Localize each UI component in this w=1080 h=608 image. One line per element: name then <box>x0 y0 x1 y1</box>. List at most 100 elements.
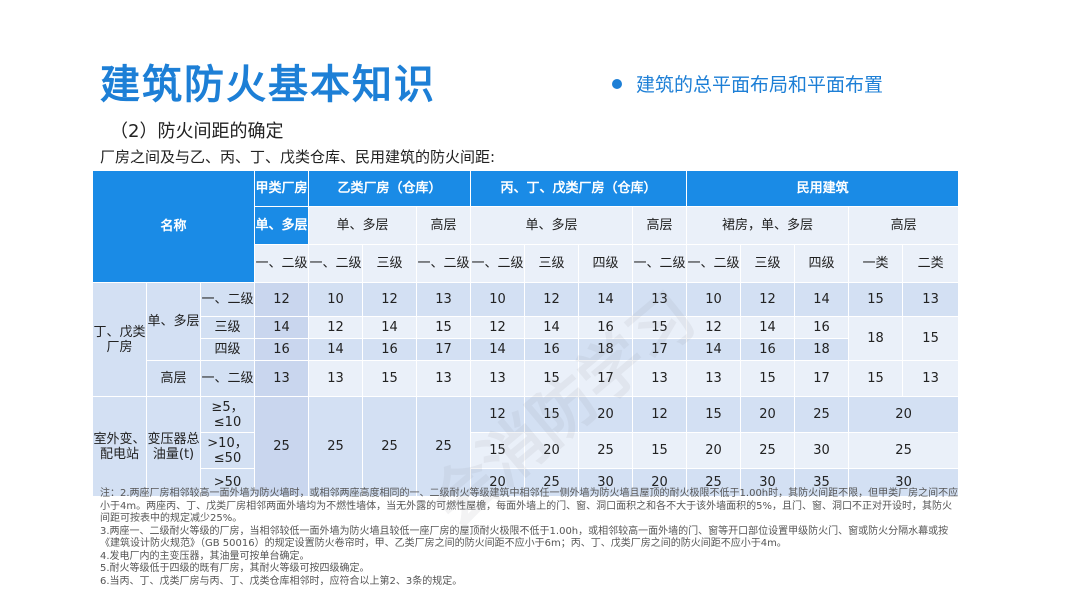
value-cell: 12 <box>362 282 418 317</box>
value-cell: 15 <box>848 282 904 317</box>
table-row: 高层 一、二级 13 13 15 13 13 15 17 13 13 15 17… <box>93 360 960 397</box>
table-row: >50 20 25 30 20 25 30 35 30 <box>93 468 960 497</box>
value-cell-merged: 25 <box>416 396 472 497</box>
value-cell: 15 <box>416 316 472 339</box>
grade-cell: 一、二级 <box>254 244 310 283</box>
grade-cell: 四级 <box>578 244 634 283</box>
sub-yi-dan: 单、多层 <box>308 206 418 245</box>
value-cell: 20 <box>632 468 688 497</box>
value-cell: 14 <box>470 338 526 361</box>
value-cell: 20 <box>740 396 796 433</box>
table-row: 三级 14 12 14 15 12 14 16 15 12 14 16 18 1… <box>93 316 960 361</box>
subtitle: （2）防火间距的确定 <box>110 121 284 142</box>
grade-cell: 三级 <box>740 244 796 283</box>
value-cell: 30 <box>740 468 796 497</box>
row-grade: 四级 <box>199 338 256 361</box>
bullet-dot-icon <box>612 78 622 89</box>
row-transformer: 变压器总油量(t) <box>146 396 201 497</box>
row-oil-range: >50 <box>199 468 256 497</box>
header-min: 民用建筑 <box>686 170 960 207</box>
value-cell: 25 <box>794 396 850 433</box>
table-row: 丁、戊类厂房 单、多层 一、二级 12 10 12 13 10 12 14 13… <box>92 282 960 397</box>
value-cell: 10 <box>686 282 742 317</box>
fire-distance-table: 名称 甲类厂房 乙类厂房（仓库） 丙、丁、戊类厂房（仓库） 民用建筑 单、多层 … <box>91 170 960 497</box>
value-cell: 14 <box>254 316 310 339</box>
value-cell: 15 <box>524 360 580 397</box>
row-gao: 高层 <box>146 360 201 397</box>
sub-bing-dan: 单、多层 <box>470 206 634 245</box>
value-cell: 13 <box>470 360 526 397</box>
row-station: 室外变、配电站 <box>92 396 147 497</box>
row-oil-range: ≥5，≤10 <box>199 396 256 433</box>
row-oil-range: >10，≤50 <box>199 432 256 469</box>
header-bing: 丙、丁、戊类厂房（仓库） <box>470 170 688 207</box>
row-grade: 一、二级 <box>199 360 256 397</box>
value-cell: 15 <box>686 396 742 433</box>
value-cell: 12 <box>632 396 688 433</box>
note-item: 6.当丙、丁、戊类厂房与丙、丁、戊类仓库相邻时，应符合以上第2、3条的规定。 <box>100 575 463 587</box>
value-cell: 15 <box>470 432 526 469</box>
value-cell: 12 <box>470 316 526 339</box>
note-item: 4.发电厂内的主变压器，其油量可按单台确定。 <box>100 550 310 562</box>
value-cell: 13 <box>254 360 310 397</box>
value-cell: 30 <box>794 432 850 469</box>
sub-jia-dan: 单、多层 <box>254 206 310 245</box>
value-cell: 14 <box>740 316 796 339</box>
table-row: 四级 16 14 16 17 14 16 18 17 14 16 18 <box>93 338 959 361</box>
grade-cell: 二类 <box>902 244 960 283</box>
value-cell: 35 <box>794 468 850 497</box>
sub-min-gao: 高层 <box>848 206 960 245</box>
value-cell: 15 <box>524 396 580 433</box>
value-cell: 16 <box>794 316 850 339</box>
note-item: 3.两座一、二级耐火等级的厂房，当相邻较低一面外墙为防火墙且较低一座厂房的屋顶耐… <box>100 525 949 550</box>
value-cell-merged: 15 <box>902 316 960 361</box>
value-cell: 13 <box>902 360 960 397</box>
value-cell: 18 <box>794 338 850 361</box>
value-cell: 12 <box>524 282 580 317</box>
header-yi: 乙类厂房（仓库） <box>308 170 472 207</box>
value-cell: 17 <box>578 360 634 397</box>
value-cell: 17 <box>632 338 688 361</box>
sub-yi-gao: 高层 <box>416 206 472 245</box>
value-cell-merged: 25 <box>848 432 960 469</box>
value-cell: 20 <box>578 396 634 433</box>
value-cell: 15 <box>740 360 796 397</box>
page-title: 建筑防火基本知识 <box>100 62 436 108</box>
grade-cell: 四级 <box>794 244 850 283</box>
value-cell-merged: 25 <box>254 396 310 497</box>
value-cell: 14 <box>794 282 850 317</box>
header-jia: 甲类厂房 <box>254 170 310 207</box>
value-cell: 25 <box>686 468 742 497</box>
value-cell-merged: 30 <box>848 468 960 497</box>
grade-row: 一、二级 一、二级 三级 一、二级 一、二级 三级 四级 一、二级 一、二级 三… <box>93 244 960 283</box>
value-cell: 25 <box>578 432 634 469</box>
grade-cell: 一、二级 <box>686 244 742 283</box>
value-cell-merged: 20 <box>848 396 960 433</box>
section-label: 建筑的总平面布局和平面布置 <box>636 74 884 96</box>
table-row: >10，≤50 15 20 25 15 20 25 30 25 <box>93 432 960 469</box>
value-cell: 16 <box>524 338 580 361</box>
grade-cell: 一、二级 <box>416 244 472 283</box>
value-cell: 16 <box>362 338 418 361</box>
sub-min-qun: 裙房，单、多层 <box>686 206 850 245</box>
value-cell: 12 <box>740 282 796 317</box>
value-cell: 13 <box>632 282 688 317</box>
value-cell: 14 <box>308 338 364 361</box>
grade-cell: 一、二级 <box>632 244 688 283</box>
value-cell: 16 <box>740 338 796 361</box>
header-name: 名称 <box>91 170 256 283</box>
value-cell: 13 <box>308 360 364 397</box>
value-cell: 15 <box>848 360 904 397</box>
value-cell: 13 <box>632 360 688 397</box>
value-cell: 10 <box>470 282 526 317</box>
value-cell: 13 <box>416 282 472 317</box>
row-grade: 一、二级 <box>199 282 256 317</box>
grade-cell: 一类 <box>848 244 904 283</box>
row-ding-wu: 丁、戊类厂房 <box>92 282 147 397</box>
value-cell: 13 <box>902 282 960 317</box>
value-cell: 12 <box>470 396 526 433</box>
value-cell: 14 <box>686 338 742 361</box>
note-item: 5.耐火等级低于四级的既有厂房，其耐火等级可按四级确定。 <box>100 563 370 574</box>
value-cell: 17 <box>794 360 850 397</box>
value-cell: 16 <box>578 316 634 339</box>
